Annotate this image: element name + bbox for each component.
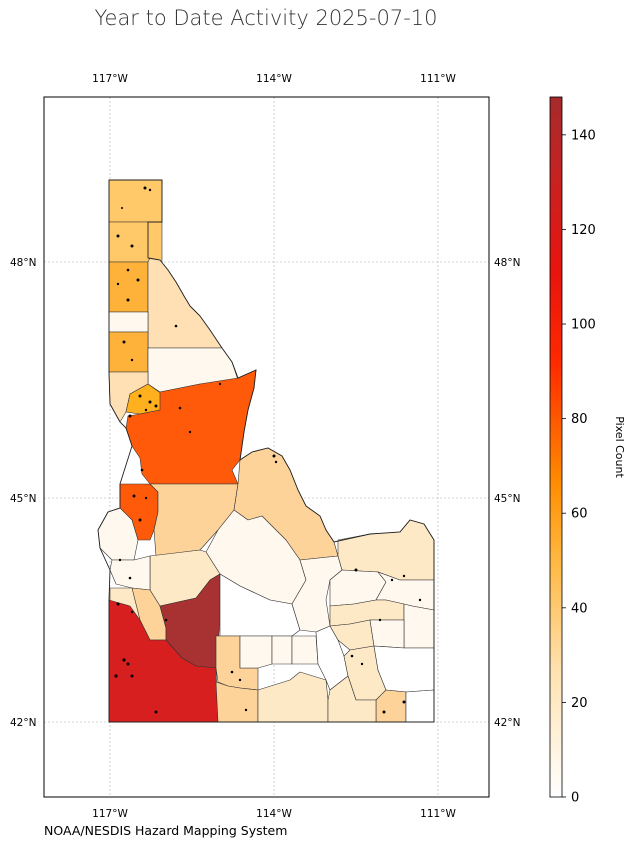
colorbar-label: Pixel Count [613,416,626,478]
lon-ticks-top: 117°W 114°W 111°W [92,73,456,85]
colorbar-tick-label: 60 [571,507,588,522]
county-boundary [271,635,293,665]
lon-tick-label: 114°W [256,73,292,85]
map-area [44,97,489,797]
colorbar-tick-label: 40 [571,601,588,616]
lon-ticks-bottom: 117°W 114°W 111°W [92,808,456,820]
county-boundary [291,635,319,665]
county-boundary [369,619,405,649]
fire-detections [114,186,422,714]
county-boundary [403,603,435,649]
lat-ticks-left: 48°N 45°N 42°N [10,257,36,729]
county-boundary [108,311,149,333]
lon-tick-label: 117°W [92,808,128,820]
lat-tick-label: 42°N [10,717,36,729]
lat-ticks-right: 48°N 45°N 42°N [494,257,520,729]
county-polygons [97,179,435,723]
county-boundary [108,221,163,263]
lon-tick-label: 117°W [92,73,128,85]
map-frame [43,96,490,798]
county-boundary [405,689,435,723]
state-outline [97,179,435,723]
colorbar-tick-label: 20 [571,696,588,711]
colorbar-tick-label: 120 [571,223,596,238]
colorbar-tick-label: 100 [571,318,596,333]
lat-tick-label: 42°N [494,717,520,729]
colorbar-gradient [549,96,563,798]
lon-tick-label: 111°W [420,73,456,85]
data-credit: NOAA/NESDIS Hazard Mapping System [44,823,288,838]
lat-tick-label: 48°N [10,257,36,269]
colorbar: 0 20 40 60 80 100 120 140 Pixel Count [549,96,626,806]
county-boundary [108,179,163,223]
county-boundary [108,331,149,373]
lat-tick-label: 45°N [494,493,520,505]
lon-tick-label: 111°W [420,808,456,820]
colorbar-tick-label: 80 [571,412,588,427]
lat-tick-label: 48°N [494,257,520,269]
map-title: Year to Date Activity 2025-07-10 [94,6,438,30]
colorbar-tick-label: 0 [571,791,579,806]
colorbar-ticks: 0 20 40 60 80 100 120 140 [562,128,596,806]
county-boundary [239,635,273,669]
lat-tick-label: 45°N [10,493,36,505]
lon-tick-label: 114°W [256,808,292,820]
colorbar-tick-label: 140 [571,128,596,143]
